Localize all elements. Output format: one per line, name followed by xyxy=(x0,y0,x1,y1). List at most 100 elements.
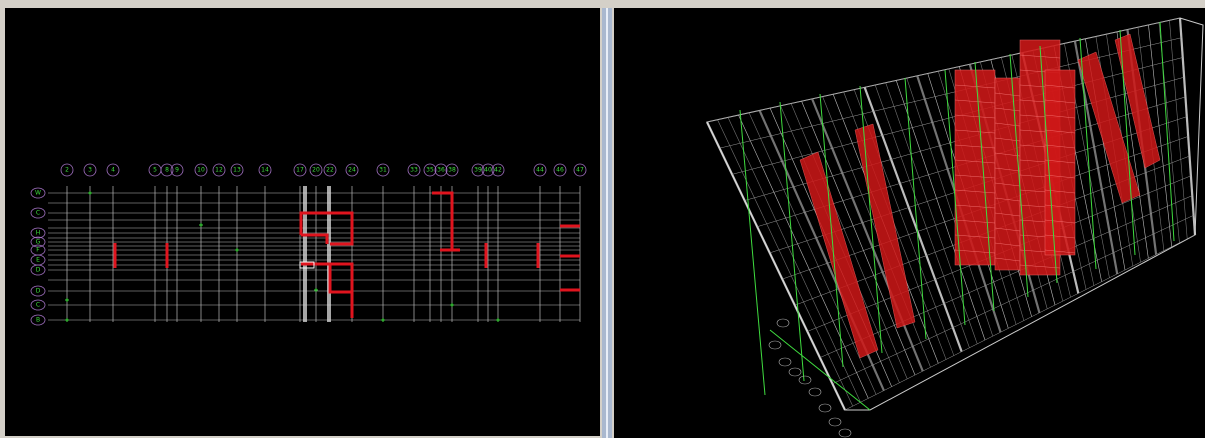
grid-bubble xyxy=(30,299,46,311)
grid-bubble xyxy=(798,375,812,385)
grid-label: 31 xyxy=(379,167,387,174)
grid-bubble xyxy=(481,163,495,177)
grid-label: W xyxy=(35,190,41,197)
grid-bubble xyxy=(533,163,547,177)
grid-bubble xyxy=(30,236,46,248)
grid-label: 47 xyxy=(576,167,584,174)
grid-bubble xyxy=(808,387,822,397)
column-line xyxy=(739,109,766,396)
grid-label: 12 xyxy=(215,167,223,174)
frame-line xyxy=(885,82,978,344)
grid-label: 22 xyxy=(326,167,334,174)
grid-label: 2 xyxy=(65,167,69,174)
support xyxy=(65,318,69,322)
grid-bubble xyxy=(30,207,46,219)
column-line xyxy=(1079,37,1097,270)
plan-drawing: 2 3 4 5 8 9 10 12 13 14 17 20 22 24 31 33 35 36 38 39 40 42 44… xyxy=(30,163,587,326)
floor-line xyxy=(994,212,1021,217)
grid-bubble xyxy=(258,163,272,177)
column-line xyxy=(974,61,995,312)
floor-line xyxy=(844,234,1196,411)
grid-bubble xyxy=(345,163,359,177)
support xyxy=(199,223,203,227)
floor-line xyxy=(1044,144,1076,149)
grid-label: 39 xyxy=(474,167,482,174)
column-line xyxy=(904,77,927,340)
grid-bubble xyxy=(407,163,421,177)
grid-bubble xyxy=(60,163,74,177)
grid-label: G xyxy=(36,239,41,246)
grid-label: E xyxy=(36,257,40,264)
frame-line xyxy=(748,112,877,395)
floor-line xyxy=(994,167,1021,172)
support xyxy=(496,318,500,322)
grid-bubble xyxy=(768,340,782,350)
support xyxy=(88,191,92,195)
floor-line xyxy=(994,122,1021,127)
grid-bubble xyxy=(30,187,46,199)
grid-bubble xyxy=(212,163,226,177)
grid-bubble xyxy=(828,417,842,427)
3d-drawing xyxy=(706,17,1204,438)
support xyxy=(235,248,239,252)
axis-line xyxy=(769,329,871,411)
grid-label: 10 xyxy=(197,167,205,174)
floor-line xyxy=(994,182,1021,187)
floor-line xyxy=(954,174,996,179)
grid-bubble xyxy=(106,163,120,177)
support xyxy=(381,318,385,322)
column-line xyxy=(819,93,844,368)
grid-label: 14 xyxy=(261,167,269,174)
grid-label: B xyxy=(36,317,40,324)
grid-bubble xyxy=(293,163,307,177)
column-line xyxy=(859,85,883,354)
grid-label: 35 xyxy=(426,167,434,174)
grid-bubble xyxy=(445,163,459,177)
floor-line xyxy=(1019,54,1061,59)
floor-line xyxy=(819,195,1193,358)
column-line xyxy=(1159,21,1175,242)
frame-line xyxy=(1073,40,1119,275)
grid-bubble xyxy=(83,163,97,177)
grid-bubble xyxy=(573,163,587,177)
grid-label: 38 xyxy=(448,167,456,174)
floor-line xyxy=(832,215,1194,385)
wall xyxy=(299,191,580,318)
floor-line xyxy=(954,84,996,89)
grid-bubble xyxy=(30,227,46,239)
floor-line xyxy=(994,137,1021,142)
floor-line xyxy=(994,107,1021,112)
grid-label: C xyxy=(36,302,40,309)
grid-bubble xyxy=(818,403,832,413)
grid-label: C xyxy=(36,210,40,217)
floor-line xyxy=(954,219,996,224)
grid-label: 4 xyxy=(111,167,115,174)
splitter-line xyxy=(606,8,608,438)
wall-3d xyxy=(854,123,916,329)
floor-line xyxy=(1044,234,1076,239)
floor-line xyxy=(994,242,1021,247)
floor-line xyxy=(994,257,1021,262)
grid-bubble xyxy=(30,314,46,326)
wall-3d xyxy=(1077,51,1141,204)
floor-line xyxy=(1044,249,1076,254)
grid-bubble xyxy=(309,163,323,177)
grid-bubble xyxy=(838,428,852,438)
grid-label: H xyxy=(36,230,41,237)
grid-label: 9 xyxy=(175,167,179,174)
floor-line xyxy=(954,249,996,254)
grid-label: F xyxy=(36,247,40,254)
floor-line xyxy=(994,197,1021,202)
grid-bubble xyxy=(160,163,174,177)
floor-line xyxy=(954,189,996,194)
frame-line xyxy=(717,119,854,407)
grid-label: 46 xyxy=(556,167,564,174)
grid-label: 20 xyxy=(312,167,320,174)
column-line xyxy=(1009,53,1029,298)
floor-line xyxy=(954,99,996,104)
floor-line xyxy=(954,144,996,149)
wall-3d xyxy=(799,151,879,359)
3d-view xyxy=(614,8,1205,438)
grid-label: 42 xyxy=(494,167,502,174)
